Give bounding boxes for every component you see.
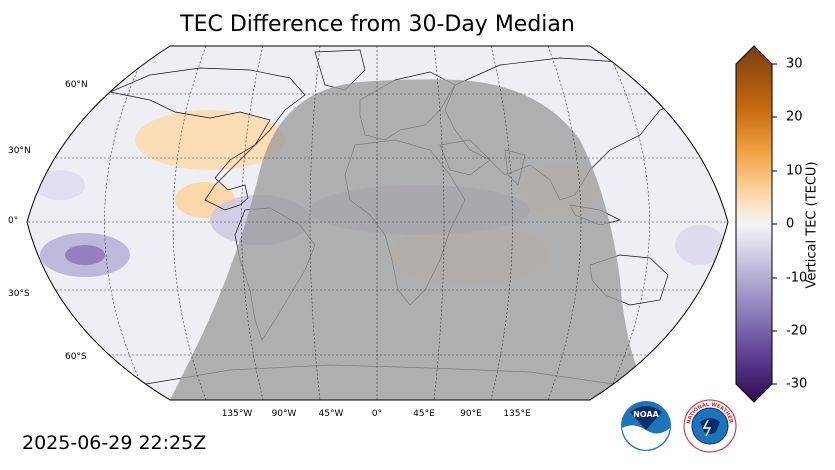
colorbar: [735, 45, 777, 403]
noaa-logo: NOAA: [621, 401, 671, 451]
lat-label-30n: 30°N: [8, 146, 31, 156]
positive-anomaly-na: [135, 110, 285, 170]
lon-label-135w: 135°W: [221, 409, 253, 419]
map-border: [26, 45, 729, 401]
lon-label-0: 0°: [371, 409, 383, 419]
night-shading: [170, 79, 650, 400]
lat-label-0: 0°: [8, 216, 19, 226]
colorbar-tick: -20: [786, 323, 808, 339]
timestamp: 2025-06-29 22:25Z: [22, 432, 207, 454]
lon-label-45w: 45°W: [318, 409, 344, 419]
colorbar-tick: -10: [786, 270, 808, 286]
lon-label-90w: 90°W: [271, 409, 297, 419]
graticule: [27, 46, 728, 400]
lat-label-30s: 30°S: [8, 289, 30, 299]
lat-label-60s: 60°S: [65, 352, 87, 362]
lon-label-90e: 90°E: [460, 409, 482, 419]
lat-label-60n: 60°N: [65, 80, 88, 90]
colorbar-tick: 10: [786, 163, 803, 179]
lon-label-135e: 135°E: [503, 409, 531, 419]
colorbar-tick: 0: [786, 216, 795, 232]
lon-label-45e: 45°E: [413, 409, 435, 419]
colorbar-tick: 30: [786, 56, 803, 72]
colorbar-label: Vertical TEC (TECU): [804, 161, 820, 289]
map-title: TEC Difference from 30-Day Median: [180, 12, 575, 37]
nws-logo: NATIONAL WEATHER SERVICE: [682, 398, 737, 453]
colorbar-tick: -30: [786, 376, 808, 392]
svg-text:NOAA: NOAA: [633, 410, 659, 419]
colorbar-tick: 20: [786, 109, 803, 125]
